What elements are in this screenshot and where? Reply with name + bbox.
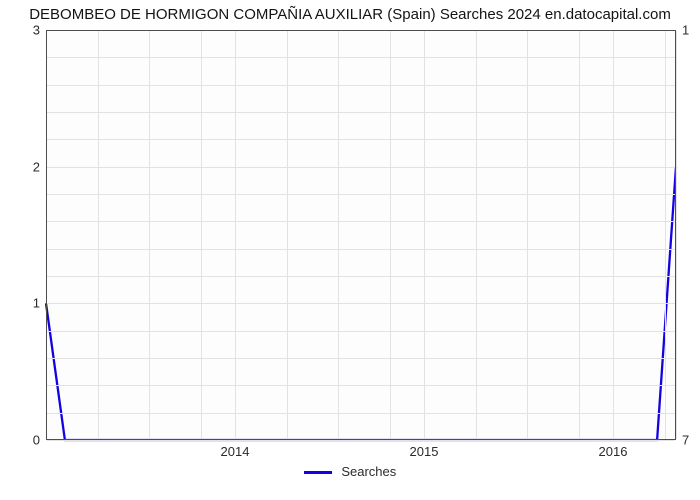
x-tick-label: 2015	[410, 444, 439, 459]
y2-tick-label: 1	[682, 23, 689, 38]
y-tick-label: 1	[2, 296, 40, 311]
y-tick-label: 3	[2, 23, 40, 38]
chart-title: DEBOMBEO DE HORMIGON COMPAÑIA AUXILIAR (…	[0, 0, 700, 23]
y-tick-label: 2	[2, 159, 40, 174]
legend-swatch	[304, 471, 332, 474]
plot-border	[46, 30, 676, 440]
grid-hline	[47, 440, 675, 441]
plot-area: 012371201420152016	[46, 30, 676, 440]
legend: Searches	[0, 464, 700, 479]
x-tick-label: 2014	[221, 444, 250, 459]
y2-tick-label: 7	[682, 433, 689, 448]
legend-label: Searches	[341, 464, 396, 479]
x-tick-label: 2016	[599, 444, 628, 459]
chart-container: { "chart": { "type": "line", "title": "D…	[0, 0, 700, 500]
y-tick-label: 0	[2, 433, 40, 448]
grid-vline	[676, 31, 677, 439]
